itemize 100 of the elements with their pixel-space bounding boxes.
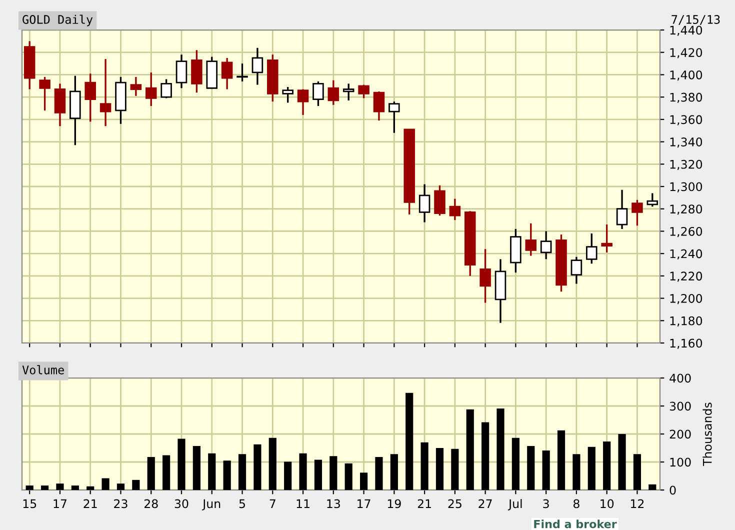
bar bbox=[572, 454, 580, 490]
bar bbox=[71, 486, 79, 490]
y-tick-label: 1,440 bbox=[670, 26, 702, 36]
candlestick bbox=[130, 76, 142, 97]
bar bbox=[527, 446, 535, 490]
candlestick bbox=[84, 72, 96, 122]
x-tick-label: 3 bbox=[543, 499, 549, 508]
candlestick bbox=[54, 82, 66, 127]
candlestick bbox=[540, 230, 552, 260]
candlestick bbox=[525, 222, 537, 257]
chart-title: GOLD Daily bbox=[22, 14, 93, 26]
bar bbox=[26, 486, 34, 490]
x-tick-label: 11 bbox=[296, 499, 310, 508]
x-tick-label: 21 bbox=[418, 499, 431, 508]
x-tick-label: 13 bbox=[327, 499, 340, 508]
x-tick-label: 5 bbox=[239, 499, 245, 508]
bar bbox=[482, 422, 490, 490]
x-tick-label: 25 bbox=[448, 499, 462, 508]
bar bbox=[618, 434, 626, 490]
candlestick bbox=[191, 49, 202, 94]
x-tick-label: 28 bbox=[144, 499, 158, 508]
candlestick bbox=[297, 88, 309, 116]
x-tick-label: 12 bbox=[631, 499, 644, 508]
candlestick bbox=[236, 62, 248, 82]
x-tick-label: 8 bbox=[573, 499, 580, 508]
candlestick bbox=[160, 78, 172, 100]
candlestick bbox=[373, 90, 385, 122]
bar bbox=[284, 462, 292, 490]
candlestick bbox=[570, 256, 582, 285]
bar bbox=[116, 484, 125, 490]
bar bbox=[147, 456, 155, 490]
bar bbox=[344, 463, 352, 490]
y-tick-label: 1,240 bbox=[670, 249, 702, 260]
candlestick bbox=[434, 184, 446, 216]
text: 7/15/13 bbox=[672, 15, 720, 25]
candlestick bbox=[39, 76, 50, 112]
y-tick-label: 1,360 bbox=[670, 115, 702, 126]
bar bbox=[299, 453, 307, 490]
y-tick-label: 1,280 bbox=[670, 204, 702, 215]
bar bbox=[451, 448, 459, 490]
candlestick bbox=[586, 232, 598, 264]
bar bbox=[542, 450, 550, 490]
y-tick-label: 1,340 bbox=[670, 138, 702, 148]
x-tick-label: 17 bbox=[54, 499, 66, 508]
y-tick-label: 1,260 bbox=[670, 226, 702, 238]
bar bbox=[436, 448, 444, 490]
bar bbox=[223, 460, 231, 490]
text: Find a broker bbox=[534, 520, 617, 528]
x-tick-label: 15 bbox=[23, 499, 36, 508]
bar bbox=[162, 455, 170, 490]
candlestick bbox=[449, 198, 461, 221]
y-tick-label: 1,160 bbox=[670, 338, 702, 349]
candlestick bbox=[100, 58, 112, 127]
x-tick-label: Jun bbox=[202, 499, 220, 510]
x-tick-label: 17 bbox=[358, 499, 370, 508]
y-tick-label: 100 bbox=[670, 458, 691, 467]
y-tick-label: 0 bbox=[670, 486, 676, 495]
bar bbox=[603, 442, 611, 490]
y-tick-label: 300 bbox=[670, 402, 691, 411]
bar bbox=[40, 486, 49, 490]
candlestick bbox=[646, 192, 658, 208]
bar bbox=[238, 454, 246, 490]
bar bbox=[360, 472, 368, 490]
y-tick-label: 400 bbox=[670, 374, 691, 383]
bar bbox=[86, 486, 94, 490]
bar bbox=[254, 444, 262, 490]
bar bbox=[314, 460, 322, 490]
candlestick bbox=[176, 54, 188, 89]
x-tick-label: 30 bbox=[174, 499, 188, 508]
bar bbox=[588, 446, 596, 490]
y-tick-label: 1,180 bbox=[670, 316, 702, 326]
y-tick-label: 200 bbox=[670, 430, 691, 439]
candlestick bbox=[632, 199, 643, 226]
y-tick-label: 1,400 bbox=[670, 70, 702, 81]
y-tick-label: 1,380 bbox=[670, 92, 702, 103]
bar bbox=[512, 438, 520, 490]
bar bbox=[192, 446, 200, 490]
candlestick bbox=[252, 47, 264, 86]
bar bbox=[208, 453, 216, 490]
candlestick bbox=[282, 86, 294, 104]
bar bbox=[375, 456, 383, 490]
candlestick bbox=[221, 57, 233, 90]
y-tick-label: 1,320 bbox=[670, 160, 702, 170]
candlestick bbox=[388, 100, 400, 134]
bar bbox=[268, 438, 276, 490]
y-axis-title: Thousands bbox=[702, 402, 712, 466]
bar bbox=[390, 454, 398, 490]
chart-title: Volume bbox=[22, 365, 64, 374]
x-tick-label: 27 bbox=[478, 499, 492, 508]
x-tick-label: 23 bbox=[114, 499, 128, 508]
candlestick bbox=[312, 80, 324, 107]
candlestick bbox=[418, 183, 430, 224]
candlestick bbox=[601, 224, 612, 254]
bar bbox=[330, 456, 338, 490]
bar bbox=[178, 438, 186, 490]
x-tick-label: 10 bbox=[600, 499, 614, 508]
candlestick bbox=[145, 72, 157, 107]
y-tick-label: 1,300 bbox=[670, 182, 702, 192]
bar bbox=[648, 484, 656, 490]
y-tick-label: 1,420 bbox=[670, 48, 702, 58]
